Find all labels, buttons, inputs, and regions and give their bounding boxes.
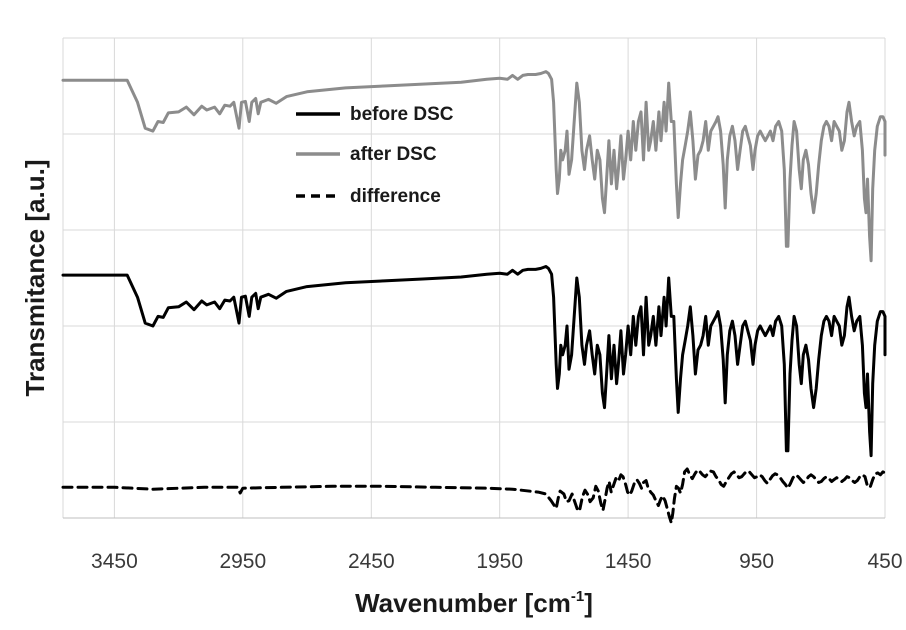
x-tick-label-4: 1450 — [605, 550, 652, 573]
legend-label-difference: difference — [350, 186, 441, 207]
x-tick-label-5: 950 — [739, 550, 774, 573]
series-line-difference — [61, 467, 887, 525]
x-axis-title-end: ] — [584, 588, 593, 618]
x-axis-title: Wavenumber [cm-1] — [355, 588, 593, 618]
x-axis-title-superscript: -1 — [571, 588, 584, 605]
legend-label-after-dsc: after DSC — [350, 144, 437, 165]
grid-lines — [62, 37, 886, 519]
series-line-before-dsc — [61, 265, 887, 458]
x-tick-label-2: 2450 — [348, 550, 395, 573]
x-tick-label-1: 2950 — [219, 550, 266, 573]
x-tick-labels: 3450 2950 2450 1950 1450 950 450 — [91, 550, 902, 573]
x-tick-label-0: 3450 — [91, 550, 138, 573]
x-axis-title-main: Wavenumber [cm — [355, 588, 571, 618]
x-tick-label-3: 1950 — [476, 550, 523, 573]
x-tick-label-6: 450 — [867, 550, 902, 573]
legend-label-before-dsc: before DSC — [350, 104, 454, 125]
series-layer — [61, 70, 887, 525]
legend: before DSC after DSC difference — [296, 104, 454, 207]
y-axis-title: Transmitance [a.u.] — [20, 160, 50, 397]
series-line-after-dsc — [61, 70, 887, 263]
